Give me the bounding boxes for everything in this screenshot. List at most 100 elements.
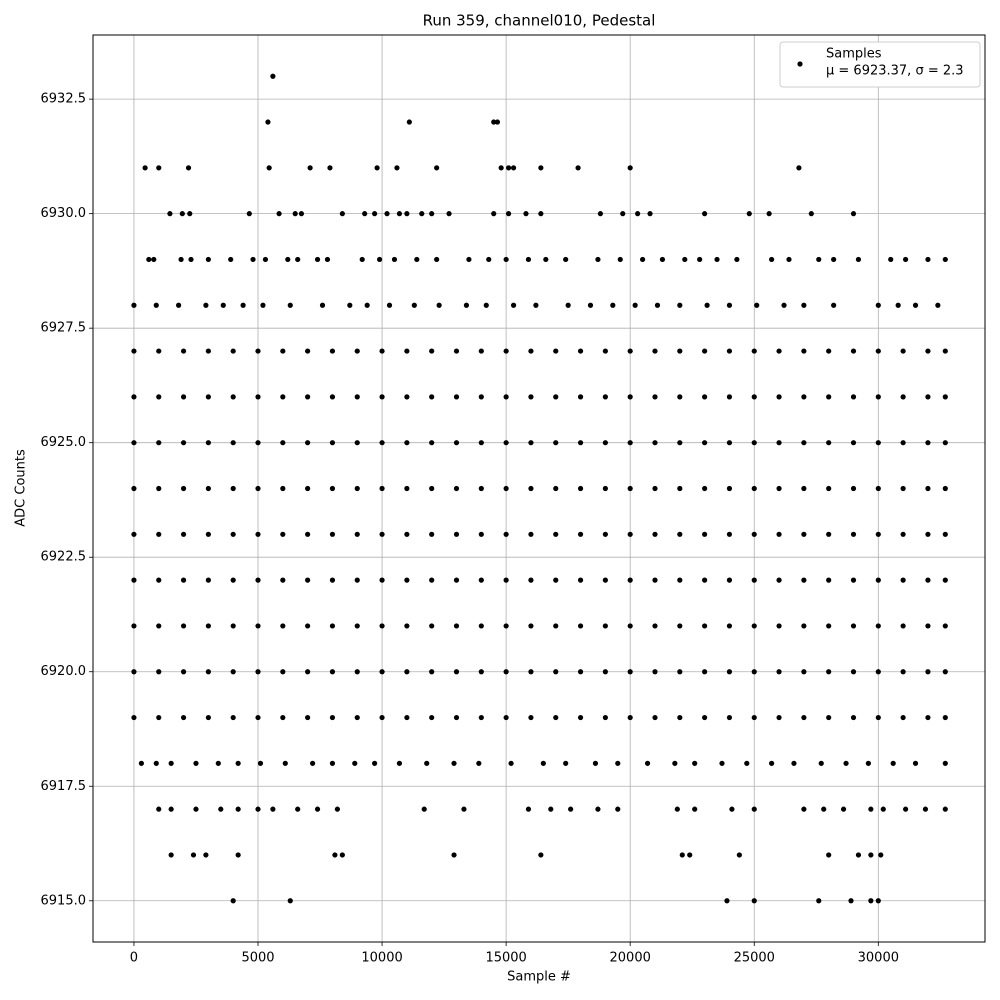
point <box>922 806 929 812</box>
point <box>327 165 333 171</box>
point <box>568 806 574 812</box>
point <box>826 485 832 492</box>
point <box>255 623 261 629</box>
point <box>796 165 802 171</box>
point <box>379 348 385 354</box>
point <box>553 440 559 446</box>
point <box>577 714 584 721</box>
point <box>850 669 857 675</box>
point <box>875 394 881 400</box>
point <box>672 760 678 766</box>
point <box>602 531 608 537</box>
point <box>429 394 435 400</box>
point <box>434 256 440 263</box>
point <box>528 440 534 446</box>
point <box>850 577 857 583</box>
point <box>453 577 460 583</box>
point <box>652 623 658 629</box>
point <box>453 623 460 629</box>
point <box>354 485 360 492</box>
point <box>292 211 298 217</box>
point <box>751 806 757 812</box>
point <box>364 302 370 308</box>
point <box>702 531 708 537</box>
point <box>506 165 512 171</box>
point <box>386 302 393 308</box>
point <box>362 211 368 217</box>
point <box>255 485 261 492</box>
point <box>463 302 470 308</box>
point <box>429 348 435 354</box>
point <box>565 302 571 308</box>
point <box>801 714 807 721</box>
point <box>577 669 584 675</box>
point <box>372 760 378 766</box>
point <box>697 256 703 263</box>
point <box>167 211 173 217</box>
point <box>180 440 187 446</box>
point <box>503 623 509 629</box>
point <box>935 302 941 308</box>
point <box>138 760 144 766</box>
point <box>925 714 931 721</box>
point <box>702 394 708 400</box>
point <box>153 760 159 766</box>
point <box>528 394 534 400</box>
point <box>726 714 733 721</box>
point <box>868 806 874 812</box>
point <box>424 760 430 766</box>
point <box>942 806 948 812</box>
point <box>523 211 529 217</box>
point <box>230 577 236 583</box>
point <box>577 623 584 629</box>
point <box>205 394 211 400</box>
point <box>848 898 854 904</box>
point <box>354 623 360 629</box>
point <box>942 623 948 629</box>
point <box>726 669 733 675</box>
point <box>942 485 948 492</box>
point <box>538 211 544 217</box>
point <box>818 760 824 766</box>
point <box>429 531 435 537</box>
x-tick-label: 10000 <box>361 951 402 966</box>
point <box>602 714 608 721</box>
point <box>205 669 211 675</box>
point <box>156 577 162 583</box>
point <box>925 485 931 492</box>
point <box>652 348 658 354</box>
point <box>751 394 757 400</box>
point <box>180 623 187 629</box>
point <box>305 623 311 629</box>
point <box>702 348 708 354</box>
point <box>850 348 857 354</box>
point <box>553 669 559 675</box>
point <box>436 302 442 308</box>
point <box>602 485 608 492</box>
point <box>476 760 482 766</box>
point <box>486 256 492 263</box>
point <box>577 485 584 492</box>
point <box>180 485 187 492</box>
point <box>429 485 435 492</box>
point <box>510 302 517 308</box>
point <box>255 531 261 537</box>
point <box>359 256 365 263</box>
point <box>826 394 832 400</box>
point <box>677 669 683 675</box>
point <box>203 302 209 308</box>
point <box>396 211 403 217</box>
plot-frame <box>92 34 986 943</box>
point <box>282 760 288 766</box>
point <box>602 669 608 675</box>
point <box>677 577 683 583</box>
point <box>235 806 241 812</box>
point <box>230 531 236 537</box>
point <box>478 623 484 629</box>
point <box>826 852 832 858</box>
point <box>942 577 948 583</box>
point <box>429 714 435 721</box>
point <box>831 256 837 263</box>
point <box>396 760 403 766</box>
point <box>205 348 211 354</box>
